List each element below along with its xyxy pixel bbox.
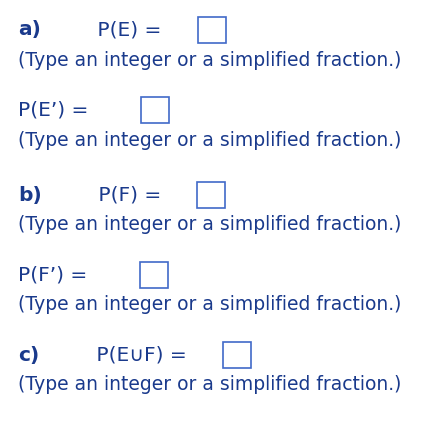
Text: (Type an integer or a simplified fraction.): (Type an integer or a simplified fractio… bbox=[18, 296, 401, 315]
Text: b): b) bbox=[18, 186, 42, 204]
Text: P(E’) =: P(E’) = bbox=[18, 100, 88, 120]
Text: (Type an integer or a simplified fraction.): (Type an integer or a simplified fractio… bbox=[18, 215, 401, 234]
Bar bbox=[140, 262, 168, 288]
Bar bbox=[141, 97, 169, 123]
Text: P(E∪F) =: P(E∪F) = bbox=[90, 346, 187, 365]
Text: (Type an integer or a simplified fraction.): (Type an integer or a simplified fractio… bbox=[18, 131, 401, 150]
Text: (Type an integer or a simplified fraction.): (Type an integer or a simplified fractio… bbox=[18, 50, 401, 70]
Text: P(F) =: P(F) = bbox=[92, 186, 162, 204]
Bar bbox=[198, 182, 225, 208]
Text: c): c) bbox=[18, 346, 39, 365]
Bar bbox=[223, 342, 251, 368]
Text: P(F’) =: P(F’) = bbox=[18, 265, 87, 285]
Text: (Type an integer or a simplified fraction.): (Type an integer or a simplified fractio… bbox=[18, 376, 401, 394]
Bar bbox=[198, 17, 226, 43]
Text: a): a) bbox=[18, 20, 41, 39]
Text: P(E) =: P(E) = bbox=[91, 20, 162, 39]
